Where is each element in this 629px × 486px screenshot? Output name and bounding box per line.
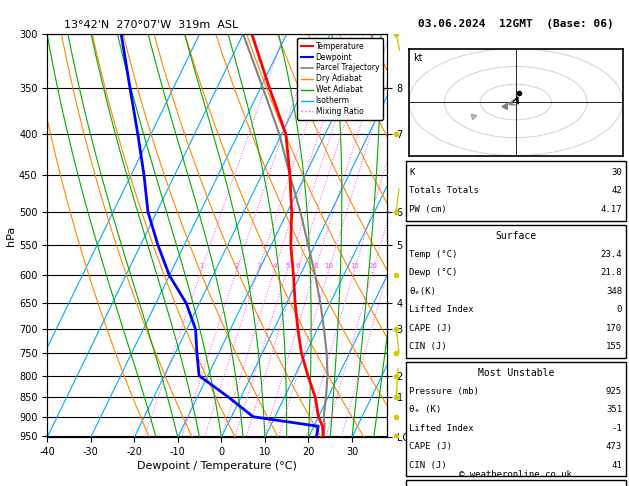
Text: K: K	[409, 168, 415, 177]
Text: Lifted Index: Lifted Index	[409, 305, 474, 314]
Text: 30: 30	[611, 168, 622, 177]
Text: 42: 42	[611, 187, 622, 195]
X-axis label: Dewpoint / Temperature (°C): Dewpoint / Temperature (°C)	[137, 461, 297, 471]
Text: CIN (J): CIN (J)	[409, 461, 447, 469]
Text: 348: 348	[606, 287, 622, 295]
Y-axis label: km
ASL: km ASL	[417, 226, 438, 245]
Text: 13°42'N  270°07'W  319m  ASL: 13°42'N 270°07'W 319m ASL	[64, 20, 238, 31]
Text: 8: 8	[313, 263, 318, 269]
Text: 03.06.2024  12GMT  (Base: 06): 03.06.2024 12GMT (Base: 06)	[418, 19, 614, 30]
Text: 10: 10	[325, 263, 333, 269]
Text: 41: 41	[611, 461, 622, 469]
Text: kt: kt	[413, 53, 423, 63]
Text: 20: 20	[369, 263, 378, 269]
Text: 170: 170	[606, 324, 622, 332]
Text: 4.17: 4.17	[601, 205, 622, 214]
Text: 6: 6	[296, 263, 300, 269]
Text: 4: 4	[272, 263, 277, 269]
Text: CAPE (J): CAPE (J)	[409, 324, 452, 332]
Text: 3: 3	[257, 263, 261, 269]
Text: 925: 925	[606, 387, 622, 396]
Text: 1: 1	[199, 263, 204, 269]
Text: © weatheronline.co.uk: © weatheronline.co.uk	[459, 469, 572, 479]
Text: Temp (°C): Temp (°C)	[409, 250, 458, 259]
Text: Lifted Index: Lifted Index	[409, 424, 474, 433]
Y-axis label: hPa: hPa	[6, 226, 16, 246]
Text: PW (cm): PW (cm)	[409, 205, 447, 214]
Text: 21.8: 21.8	[601, 268, 622, 277]
Text: Totals Totals: Totals Totals	[409, 187, 479, 195]
Text: Most Unstable: Most Unstable	[477, 368, 554, 378]
Text: Dewp (°C): Dewp (°C)	[409, 268, 458, 277]
Text: θₑ(K): θₑ(K)	[409, 287, 437, 295]
Text: Pressure (mb): Pressure (mb)	[409, 387, 479, 396]
Legend: Temperature, Dewpoint, Parcel Trajectory, Dry Adiabat, Wet Adiabat, Isotherm, Mi: Temperature, Dewpoint, Parcel Trajectory…	[298, 38, 383, 120]
Text: 155: 155	[606, 342, 622, 351]
Text: 0: 0	[616, 305, 622, 314]
Text: CIN (J): CIN (J)	[409, 342, 447, 351]
Text: 2: 2	[235, 263, 239, 269]
Text: 23.4: 23.4	[601, 250, 622, 259]
Text: -1: -1	[611, 424, 622, 433]
Text: θₑ (K): θₑ (K)	[409, 405, 442, 414]
Text: 351: 351	[606, 405, 622, 414]
Text: 5: 5	[286, 263, 289, 269]
Text: 15: 15	[350, 263, 359, 269]
Text: 473: 473	[606, 442, 622, 451]
Text: CAPE (J): CAPE (J)	[409, 442, 452, 451]
Text: Surface: Surface	[495, 231, 537, 241]
Text: Mixing Ratio (g/kg): Mixing Ratio (g/kg)	[443, 196, 452, 276]
